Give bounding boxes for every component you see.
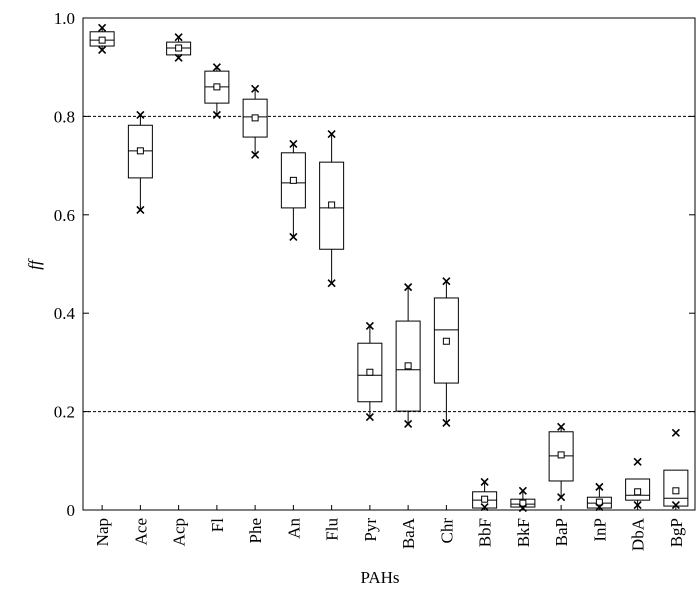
extreme-marker (595, 502, 604, 512)
extreme-marker (595, 482, 604, 491)
mean-marker (442, 337, 450, 345)
extreme-marker (327, 130, 336, 139)
mean-marker (366, 368, 374, 376)
y-tick-label: 0.4 (54, 304, 76, 323)
extreme-marker (404, 419, 413, 428)
plot-frame (82, 17, 696, 511)
mean-marker (175, 44, 183, 52)
extreme-marker (557, 422, 566, 431)
mean-marker (136, 147, 144, 155)
x-tick-label: InP (590, 518, 609, 542)
box (280, 152, 306, 209)
extreme-marker (174, 53, 183, 62)
x-tick-label: Flu (323, 518, 342, 541)
extreme-marker (404, 283, 413, 292)
extreme-marker (557, 493, 566, 502)
extreme-marker (671, 428, 680, 437)
x-tick-label: Chr (437, 518, 456, 544)
extreme-marker (212, 63, 221, 72)
extreme-marker (480, 477, 489, 487)
mean-marker (404, 362, 412, 370)
x-tick-label: BgP (667, 518, 686, 547)
y-tick-label: 0 (67, 501, 76, 520)
extreme-marker (174, 33, 183, 42)
extreme-marker (327, 279, 336, 288)
mean-marker (481, 495, 489, 503)
extreme-marker (136, 205, 145, 214)
y-tick-label: 1.0 (54, 9, 75, 28)
extreme-marker (633, 501, 642, 510)
x-tick-label: Nap (93, 518, 112, 546)
mean-marker (251, 114, 259, 122)
x-tick-label: BkF (514, 518, 533, 547)
x-tick-label: BaP (552, 518, 571, 546)
extreme-marker (365, 412, 374, 422)
y-axis-label: ff (25, 258, 44, 270)
mean-marker (328, 201, 336, 209)
mean-marker (289, 176, 297, 184)
x-tick-label: BbF (476, 518, 495, 547)
extreme-marker (251, 84, 260, 93)
y-tick-label: 0.6 (54, 206, 75, 225)
y-tick-label: 0.8 (54, 107, 75, 126)
extreme-marker (442, 418, 451, 427)
extreme-marker (480, 502, 489, 512)
extreme-marker (442, 277, 451, 286)
mean-marker (98, 36, 106, 44)
extreme-marker (633, 457, 642, 466)
x-tick-label: An (284, 518, 303, 539)
extreme-marker (289, 139, 298, 149)
x-tick-label: Ace (131, 518, 150, 545)
y-tick-label: 0.2 (54, 403, 75, 422)
x-tick-label: Fl (208, 518, 227, 532)
extreme-marker (671, 501, 680, 510)
x-tick-label: Phe (246, 518, 265, 544)
extreme-marker (289, 232, 298, 242)
extreme-marker (98, 45, 107, 55)
x-tick-label: Pyr (361, 518, 380, 542)
x-tick-label: DbA (629, 517, 648, 551)
mean-marker (213, 83, 221, 91)
extreme-marker (98, 23, 107, 32)
extreme-marker (251, 150, 260, 159)
extreme-marker (136, 110, 145, 119)
extreme-marker (518, 486, 527, 495)
mean-marker (519, 499, 527, 507)
mean-marker (634, 488, 642, 496)
extreme-marker (518, 503, 527, 513)
mean-marker (557, 451, 565, 459)
x-axis-label: PAHs (360, 568, 399, 587)
extreme-marker (212, 110, 221, 119)
x-tick-label: Acp (170, 518, 189, 546)
mean-marker (595, 498, 603, 506)
extreme-marker (365, 321, 374, 331)
mean-marker (672, 487, 680, 495)
x-tick-label: BaA (399, 517, 418, 549)
